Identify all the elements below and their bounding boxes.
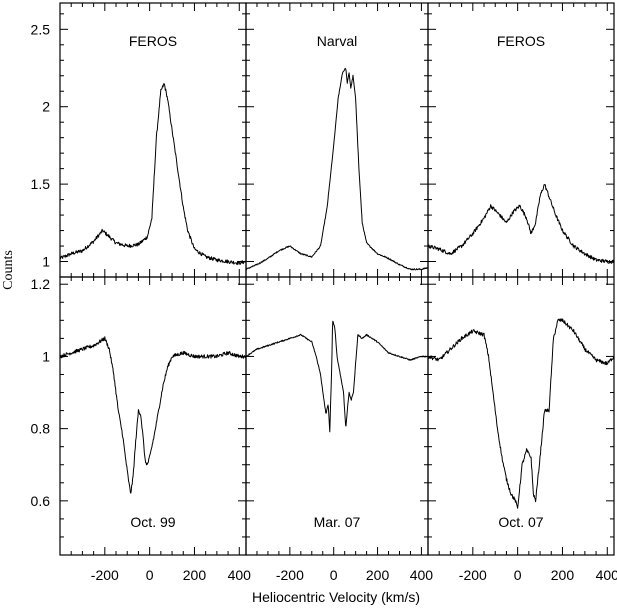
x-tick-label: -200: [459, 567, 487, 583]
panel-r1-c1: Mar. 07: [245, 276, 429, 556]
spectrum-line: [427, 184, 615, 264]
spectrum-line: [59, 83, 247, 265]
y-tick-label: 2: [42, 99, 50, 115]
x-tick-label: 200: [551, 567, 575, 583]
date-label: Oct. 99: [130, 514, 175, 530]
panel-r1-c2: Oct. 07: [427, 276, 615, 556]
panel-frame: [427, 276, 615, 556]
y-tick-label: 1: [42, 254, 50, 270]
x-tick-label: 400: [596, 567, 617, 583]
instrument-label: FEROS: [497, 33, 545, 49]
spectrum-line: [245, 67, 429, 271]
y-tick-label: 1.5: [31, 176, 51, 192]
y-tick-label: 0.8: [31, 421, 51, 437]
y-tick-label: 2.5: [31, 21, 51, 37]
spectrum-line: [245, 320, 429, 433]
instrument-label: Narval: [317, 33, 357, 49]
y-tick-label: 1.2: [31, 276, 51, 292]
spectrum-line: [59, 336, 247, 494]
y-axis-title: Counts: [1, 250, 16, 290]
date-label: Oct. 07: [498, 514, 543, 530]
x-tick-label: 0: [330, 567, 338, 583]
instrument-label: FEROS: [129, 33, 177, 49]
x-tick-label: -200: [276, 567, 304, 583]
x-tick-label: 0: [514, 567, 522, 583]
x-tick-labels-group: -200 0 200 400 -200 0 200 400 -200 0 200 400: [91, 567, 617, 583]
y-tick-labels-group: 1 1.5 2 2.5 0.6 0.8 1 1.2: [31, 21, 51, 509]
y-tick-label: 1: [42, 348, 50, 364]
panel-r0-c0: FEROS: [59, 2, 247, 278]
panel-r1-c0: Oct. 99: [59, 276, 247, 556]
x-tick-label: 0: [146, 567, 154, 583]
x-tick-label: 400: [228, 567, 252, 583]
x-tick-label: 200: [366, 567, 390, 583]
y-tick-label: 0.6: [31, 493, 51, 509]
x-tick-label: 400: [410, 567, 434, 583]
x-axis-title: Heliocentric Velocity (km/s): [252, 589, 420, 605]
x-tick-label: 200: [183, 567, 207, 583]
panel-r0-c1: Narval: [245, 2, 429, 278]
panel-r0-c2: FEROS: [427, 2, 615, 278]
panels-group: FEROS Narval FEROS Oct. 99 Mar. 07 Oct. 07: [59, 2, 615, 556]
date-label: Mar. 07: [314, 514, 361, 530]
spectrum-line: [427, 318, 615, 509]
x-tick-label: -200: [91, 567, 119, 583]
